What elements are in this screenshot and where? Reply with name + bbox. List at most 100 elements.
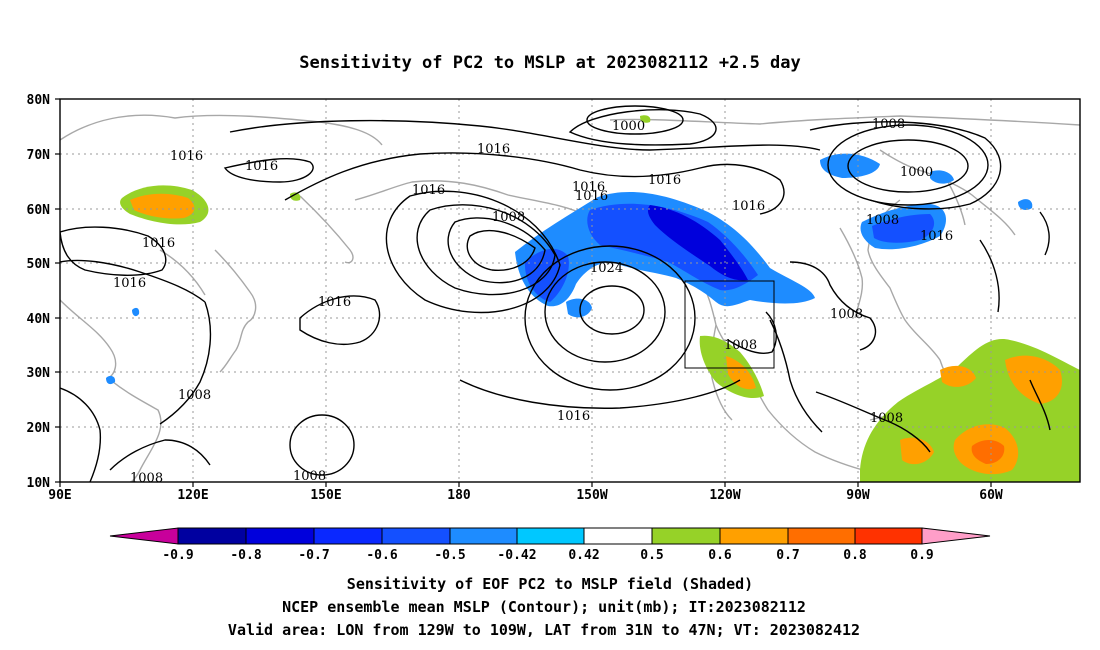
lat-tick-label: 10N <box>27 476 51 491</box>
mslp-contours <box>60 105 1051 482</box>
shade-positive-baja-core <box>726 356 756 390</box>
colorbar-label: -0.6 <box>366 548 397 563</box>
shade-positive-atlantic-core3 <box>971 440 1005 464</box>
colorbar-swatch <box>177 527 247 545</box>
contour-label: 1008 <box>130 471 163 486</box>
map-frame <box>59 98 1081 483</box>
contour-label: 1016 <box>572 180 605 195</box>
colorbar-label: -0.42 <box>497 548 536 563</box>
shade-negative-lobe <box>524 248 569 302</box>
shade-negative-dot3 <box>106 375 116 385</box>
shade-negative-small <box>566 298 592 318</box>
lat-tick-label: 30N <box>27 366 51 381</box>
contour-label: 1000 <box>900 165 933 180</box>
sensitivity-shading <box>106 115 1080 482</box>
colorbar: -0.9 -0.8 -0.7 -0.6 -0.5 -0.42 0.42 0.5 … <box>109 527 991 563</box>
lat-tick-label: 40N <box>27 312 51 327</box>
colorbar-right-triangle <box>921 527 991 545</box>
colorbar-label: -0.9 <box>162 548 193 563</box>
caption-line-3: Valid area: LON from 129W to 109W, LAT f… <box>228 621 860 639</box>
contour-label: 1008 <box>866 213 899 228</box>
colorbar-label: -0.5 <box>434 548 465 563</box>
contour-label: 1008 <box>870 411 903 426</box>
colorbar-label: 0.5 <box>640 548 663 563</box>
colorbar-label: 0.9 <box>910 548 933 563</box>
colorbar-swatch <box>583 527 653 545</box>
shade-negative-fardot <box>1018 199 1033 210</box>
contour-label: 1016 <box>170 149 203 164</box>
lat-tick-label: 20N <box>27 421 51 436</box>
lon-tick-label: 90W <box>846 488 870 503</box>
colorbar-swatch <box>381 527 451 545</box>
longitude-labels: 90E 120E 150E 180 150W 120W 90W 60W <box>48 488 1003 503</box>
contour-label: 1008 <box>830 307 863 322</box>
shade-negative-dot4 <box>132 307 140 317</box>
shade-negative-nedot <box>930 170 954 184</box>
colorbar-labels: -0.9 -0.8 -0.7 -0.6 -0.5 -0.42 0.42 0.5 … <box>162 548 933 563</box>
contour-label: 1000 <box>612 119 645 134</box>
colorbar-swatch <box>245 527 315 545</box>
colorbar-label: 0.8 <box>843 548 867 563</box>
shade-positive-dot1 <box>290 192 301 201</box>
colorbar-left-triangle <box>109 527 179 545</box>
caption-line-1: Sensitivity of EOF PC2 to MSLP field (Sh… <box>347 575 753 593</box>
tick-marks <box>55 98 992 487</box>
colorbar-swatch <box>787 527 856 545</box>
colorbar-label: 0.7 <box>776 548 799 563</box>
lon-tick-label: 150W <box>576 488 607 503</box>
contour-label: 1016 <box>557 409 590 424</box>
shade-positive-atlantic-core4 <box>900 437 934 465</box>
contour-label: 1008 <box>293 469 326 484</box>
lon-tick-label: 150E <box>310 488 341 503</box>
contour-label: 1016 <box>318 295 351 310</box>
contour-label: 1016 <box>732 199 765 214</box>
contour-labels: 1000 1008 1000 1016 1016 1016 1016 1016 … <box>113 117 953 486</box>
shade-positive-atlantic-core1 <box>1005 355 1062 404</box>
colorbar-label: -0.8 <box>230 548 261 563</box>
lat-tick-label: 80N <box>27 93 51 108</box>
latitude-labels: 80N 70N 60N 50N 40N 30N 20N 10N <box>27 93 51 491</box>
colorbar-label: 0.42 <box>568 548 599 563</box>
colorbar-swatch <box>313 527 383 545</box>
lat-tick-label: 70N <box>27 148 51 163</box>
shade-negative-ne3 <box>872 214 935 243</box>
lon-tick-label: 120E <box>177 488 208 503</box>
lon-tick-label: 60W <box>979 488 1003 503</box>
colorbar-swatch <box>651 527 721 545</box>
colorbar-label: -0.7 <box>298 548 329 563</box>
contour-label: 1008 <box>872 117 905 132</box>
lon-tick-label: 90E <box>48 488 71 503</box>
contour-label: 1008 <box>724 338 757 353</box>
contour-label: 1016 <box>648 173 681 188</box>
colorbar-label: 0.6 <box>708 548 732 563</box>
shade-positive-asia-core <box>130 193 195 219</box>
contour-label: 1008 <box>178 388 211 403</box>
shade-negative-ne1 <box>820 153 880 178</box>
contour-label: 1016 <box>412 183 445 198</box>
contour-label: 1016 <box>575 189 608 204</box>
figure-title: Sensitivity of PC2 to MSLP at 2023082112… <box>299 53 801 73</box>
map-panel: 1000 1008 1000 1016 1016 1016 1016 1016 … <box>27 93 1081 503</box>
contour-label: 1016 <box>142 236 175 251</box>
lon-tick-label: 120W <box>709 488 740 503</box>
contour-label: 1016 <box>920 229 953 244</box>
caption-line-2: NCEP ensemble mean MSLP (Contour); unit(… <box>282 598 806 616</box>
colorbar-swatch <box>449 527 518 545</box>
contour-label: 1008 <box>492 210 525 225</box>
colorbar-swatch <box>854 527 923 545</box>
lat-tick-label: 50N <box>27 257 51 272</box>
shade-positive-dot2 <box>640 115 651 123</box>
shade-negative-core <box>647 205 748 281</box>
lon-tick-label: 180 <box>447 488 471 503</box>
contour-label: 1016 <box>477 142 510 157</box>
map-gridlines <box>60 99 1080 482</box>
lat-tick-label: 60N <box>27 203 51 218</box>
contour-label: 1016 <box>113 276 146 291</box>
colorbar-swatch <box>516 527 585 545</box>
colorbar-swatch <box>719 527 789 545</box>
shade-positive-atlantic-core5 <box>940 365 976 387</box>
caption: Sensitivity of EOF PC2 to MSLP field (Sh… <box>228 575 860 639</box>
contour-label: 1024 <box>590 261 623 276</box>
contour-label: 1016 <box>245 159 278 174</box>
